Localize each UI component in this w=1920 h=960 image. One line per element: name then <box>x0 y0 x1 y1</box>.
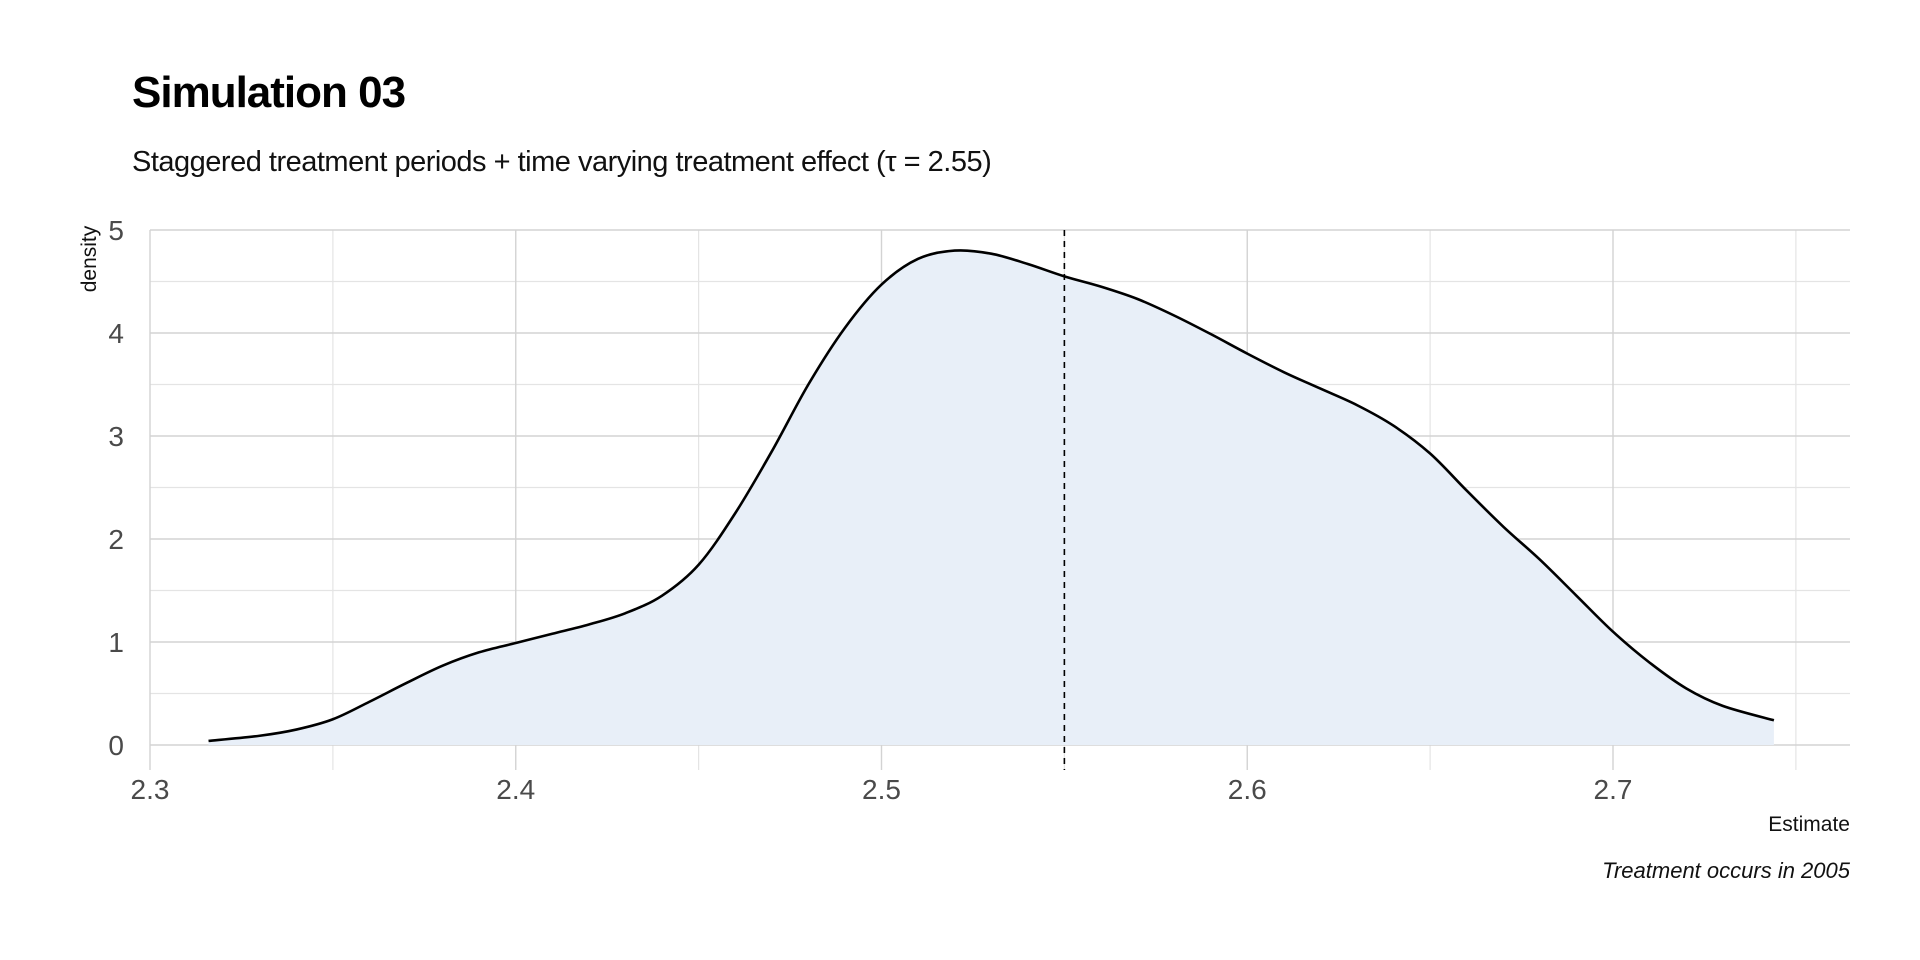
y-tick-label: 2 <box>108 524 124 555</box>
chart-caption: Treatment occurs in 2005 <box>1602 858 1850 883</box>
y-tick-label: 0 <box>108 730 124 761</box>
y-axis-title: density <box>78 225 101 292</box>
x-tick-label: 2.4 <box>496 774 535 805</box>
y-tick-label: 3 <box>108 421 124 452</box>
x-axis-title: Estimate <box>1768 813 1850 836</box>
density-line <box>208 249 1775 743</box>
x-tick-label: 2.5 <box>862 774 901 805</box>
x-tick-label: 2.7 <box>1594 774 1633 805</box>
x-tick-label: 2.6 <box>1228 774 1267 805</box>
density-series <box>208 249 1775 746</box>
density-area <box>208 250 1774 746</box>
x-tick-label: 2.3 <box>131 774 170 805</box>
y-tick-label: 4 <box>108 318 124 349</box>
chart-subtitle: Staggered treatment periods + time varyi… <box>132 146 992 178</box>
x-axis-ticks: 2.3 2.4 2.5 2.6 2.7 <box>131 774 1633 805</box>
y-tick-label: 5 <box>108 215 124 246</box>
y-axis-ticks: 0 1 2 3 4 5 <box>108 215 124 761</box>
chart-title: Simulation 03 <box>132 68 406 117</box>
y-tick-label: 1 <box>108 627 124 658</box>
